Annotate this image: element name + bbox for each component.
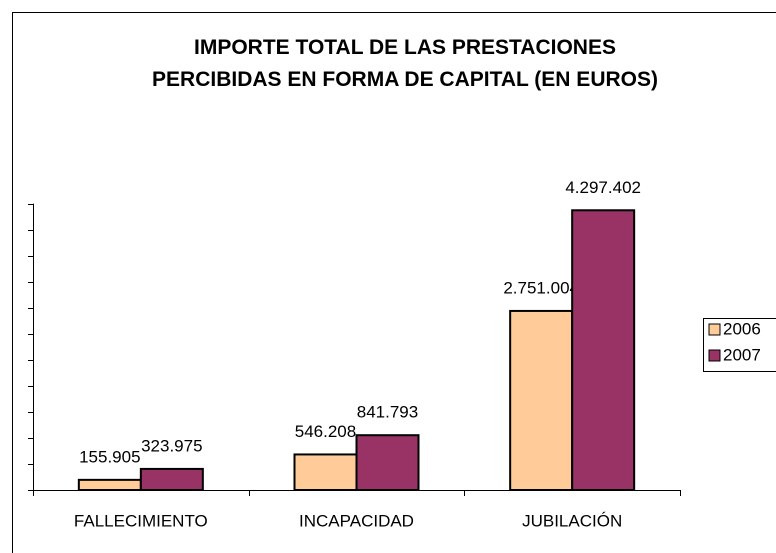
legend-swatch <box>708 323 721 336</box>
value-label: 4.297.402 <box>565 178 641 197</box>
legend-swatch <box>708 349 721 362</box>
bar <box>571 209 636 491</box>
x-tick-label: JUBILACIÓN <box>522 511 622 530</box>
value-label: 841.793 <box>357 403 418 422</box>
chart-title: IMPORTE TOTAL DE LAS PRESTACIONES PERCIB… <box>152 36 658 91</box>
value-label: 546.208 <box>295 422 356 441</box>
legend-label: 2006 <box>723 319 761 338</box>
bar <box>509 309 574 492</box>
value-label: 155.905 <box>79 447 140 466</box>
bar <box>77 478 142 491</box>
x-tick-label: INCAPACIDAD <box>299 511 414 530</box>
bar <box>293 453 358 492</box>
bar <box>355 434 420 492</box>
legend-label: 2007 <box>723 345 761 364</box>
x-tick-label: FALLECIMIENTO <box>74 511 208 530</box>
value-label: 2.751.004 <box>503 278 579 297</box>
value-label: 323.975 <box>141 436 202 455</box>
bar <box>139 467 204 491</box>
